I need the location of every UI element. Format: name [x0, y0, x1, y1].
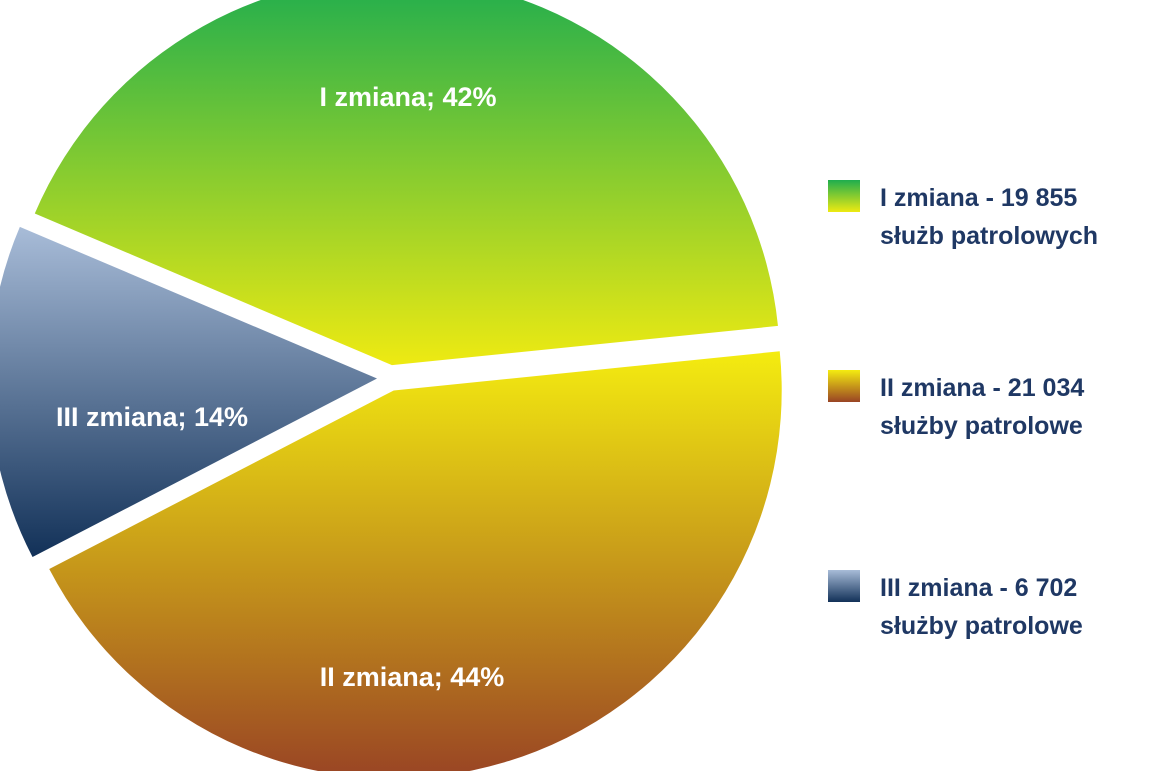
pie-slice-second-shift: [49, 351, 782, 771]
legend: I zmiana - 19 855 służb patrolowych II zmi…: [828, 180, 1098, 640]
legend-text-third-shift-line-1: III zmiana - 6 702: [880, 574, 1077, 602]
legend-text-first-shift-line-1: I zmiana - 19 855: [880, 184, 1077, 212]
pie-slices: [0, 0, 782, 771]
slice-label-third-shift: III zmiana; 14%: [56, 402, 248, 432]
pie-slice-first-shift: [34, 0, 778, 366]
pie-slice-third-shift: [0, 226, 378, 558]
legend-text-second-shift-line-2: służby patrolowe: [880, 412, 1083, 440]
legend-text-first-shift-line-2: służb patrolowych: [880, 222, 1098, 250]
legend-swatch-second-shift: [828, 370, 860, 402]
slice-label-first-shift: I zmiana; 42%: [319, 82, 496, 112]
legend-text-third-shift-line-2: służby patrolowe: [880, 612, 1083, 640]
legend-swatch-first-shift: [828, 180, 860, 212]
legend-swatch-third-shift: [828, 570, 860, 602]
pie-slice-labels: I zmiana; 42% II zmiana; 44% III zmiana; 1…: [56, 82, 504, 692]
slice-label-second-shift: II zmiana; 44%: [320, 662, 505, 692]
legend-text-second-shift-line-1: II zmiana - 21 034: [880, 374, 1084, 402]
